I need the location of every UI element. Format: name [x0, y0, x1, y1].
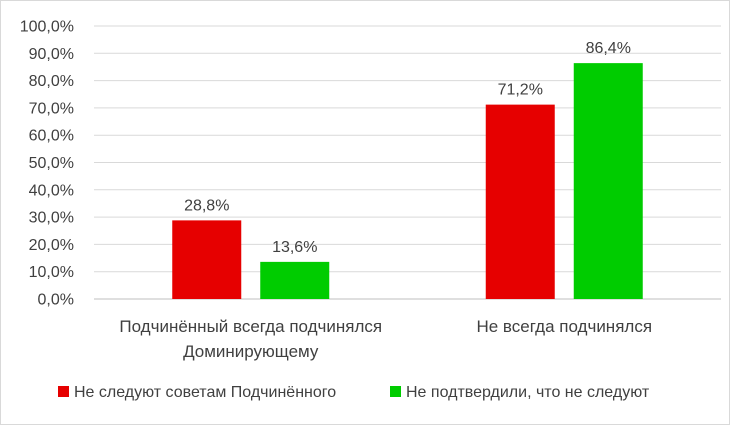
category-label: Подчинённый всегда подчинялся: [119, 317, 382, 336]
y-tick-label: 50,0%: [29, 155, 74, 172]
bar-series1-cat1: [172, 220, 242, 299]
legend-label-series1: Не следуют советам Подчинённого: [74, 384, 336, 401]
data-labels: 28,8% 13,6% 71,2% 86,4%: [184, 40, 631, 256]
y-tick-label: 100,0%: [20, 19, 74, 36]
data-label: 13,6%: [272, 239, 317, 256]
y-tick-label: 90,0%: [29, 46, 74, 63]
x-axis-categories: Подчинённый всегда подчинялся Доминирующе…: [119, 317, 652, 361]
bar-series2-cat1: [260, 261, 330, 299]
y-tick-label: 60,0%: [29, 128, 74, 145]
data-label: 71,2%: [498, 82, 543, 99]
y-tick-label: 30,0%: [29, 210, 74, 227]
bar-series2-cat2: [573, 63, 643, 300]
category-label: Не всегда подчинялся: [476, 317, 652, 336]
legend-swatch-series2: [390, 386, 401, 397]
category-label: Доминирующему: [183, 342, 319, 361]
y-tick-label: 0,0%: [38, 292, 74, 309]
legend-swatch-series1: [58, 386, 69, 397]
data-label: 86,4%: [586, 40, 631, 57]
y-tick-label: 80,0%: [29, 73, 74, 90]
y-tick-label: 20,0%: [29, 237, 74, 254]
data-label: 28,8%: [184, 197, 229, 214]
y-tick-label: 40,0%: [29, 182, 74, 199]
legend-label-series2: Не подтвердили, что не следуют: [406, 384, 650, 401]
bar-series1-cat2: [485, 104, 555, 300]
bars: [172, 63, 643, 300]
legend: Не следуют советам Подчинённого Не подтве…: [58, 384, 650, 401]
y-tick-label: 10,0%: [29, 264, 74, 281]
y-tick-label: 70,0%: [29, 100, 74, 117]
y-axis-ticks: 0,0% 10,0% 20,0% 30,0% 40,0% 50,0% 60,0% 70,0% 8…: [20, 19, 74, 309]
